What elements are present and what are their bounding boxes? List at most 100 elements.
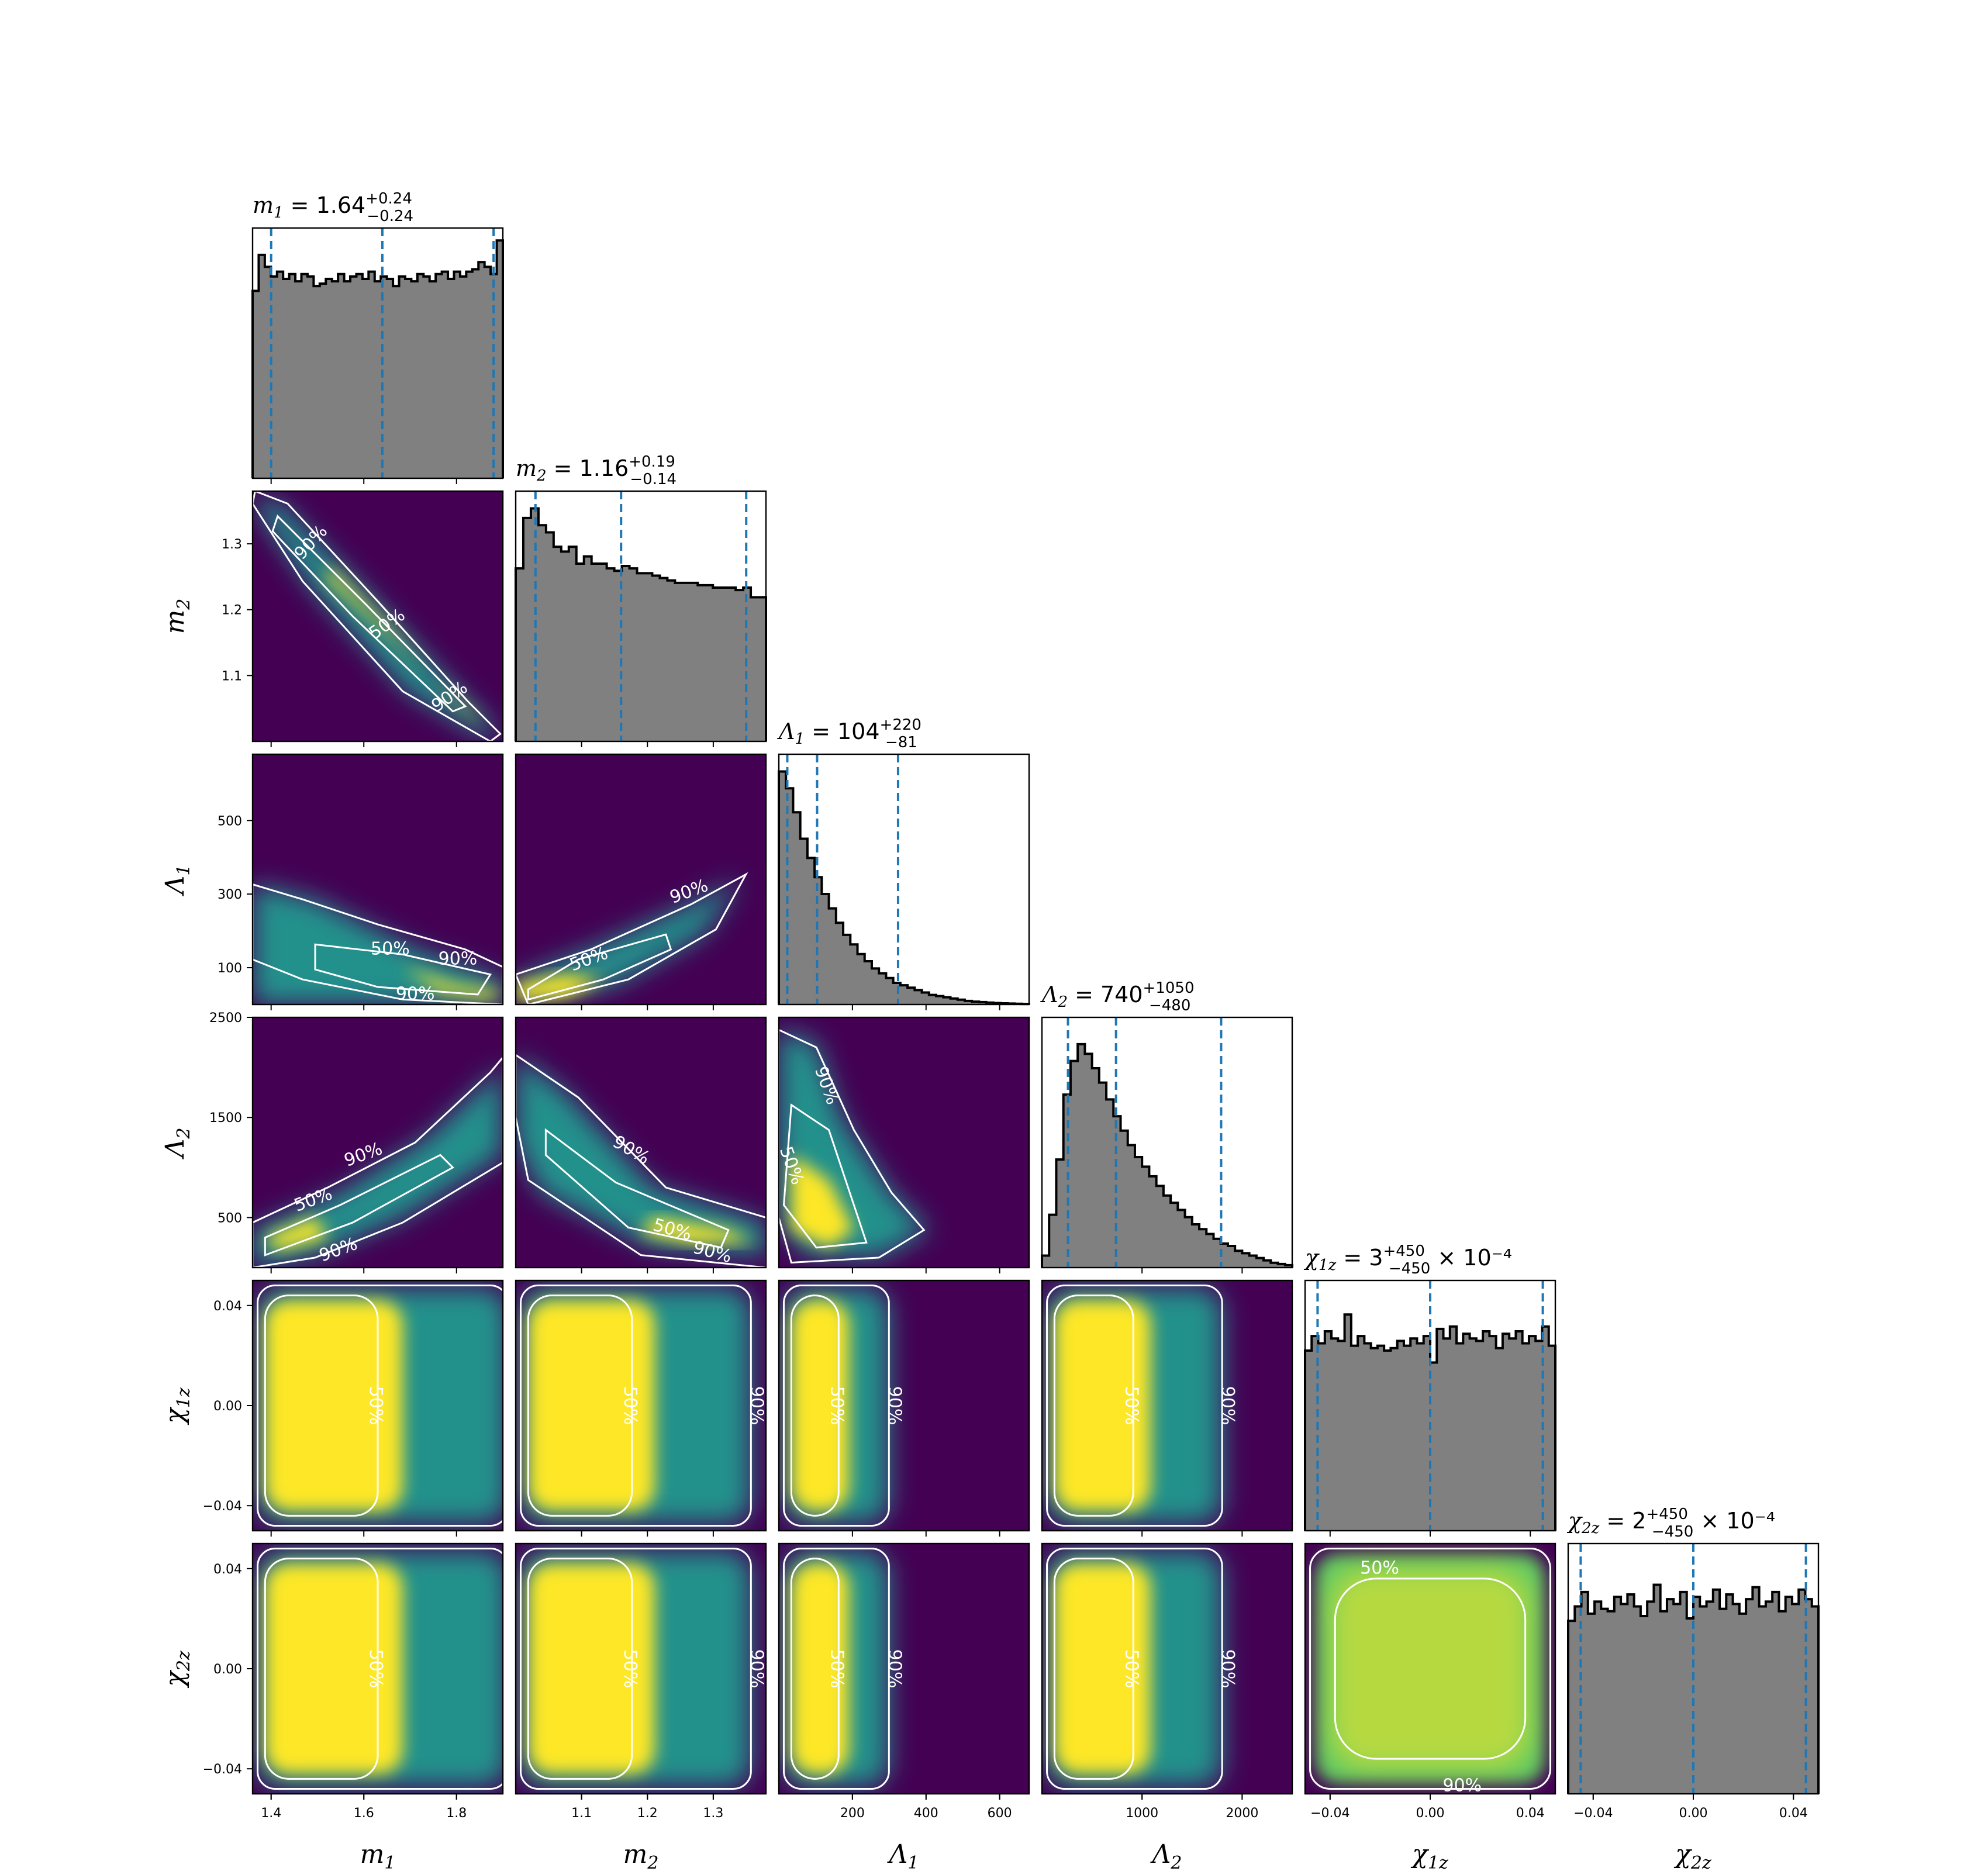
y-tick-label: 100	[218, 961, 242, 976]
contour-90	[253, 491, 502, 741]
histogram-bar	[584, 556, 592, 741]
contour-90	[257, 1285, 503, 1527]
y-tick-label: 0.04	[213, 1299, 242, 1314]
x-axis-label-L1: Λ1	[887, 1839, 919, 1871]
histogram-bar	[1792, 1604, 1799, 1794]
histogram-bar	[1607, 1611, 1615, 1794]
histogram-bar	[1634, 1606, 1641, 1794]
histogram-bar	[1759, 1606, 1766, 1794]
histogram-bar	[751, 597, 759, 741]
histogram-bar	[950, 998, 958, 1004]
panel-frame	[251, 227, 504, 479]
histogram-bar	[295, 281, 302, 478]
histogram-title-chi2z: χ2z = 2+450 −450 × 10⁻⁴	[1566, 1506, 1775, 1541]
contour-90	[520, 1548, 752, 1790]
panel-frame	[515, 1542, 767, 1795]
histogram-bar	[344, 281, 351, 478]
contour-90	[516, 1054, 766, 1268]
histogram-bar	[1522, 1343, 1530, 1531]
histogram-bar	[907, 988, 915, 1004]
histogram-bar	[1693, 1597, 1700, 1794]
histogram-bar	[523, 517, 531, 741]
histogram-bar	[1746, 1599, 1753, 1794]
contour-50	[527, 933, 672, 1001]
histogram-bar	[622, 566, 630, 741]
histogram-bar	[1575, 1606, 1582, 1794]
histogram-bar	[1271, 1262, 1279, 1268]
histogram-bar	[307, 276, 314, 478]
x-tick-label: 1.1	[571, 1806, 592, 1821]
contour-label: 90%	[439, 949, 478, 969]
density-panel-chi1z-chi2z: 50% 90%	[1304, 1542, 1556, 1796]
y-axis-label-m2: m2	[160, 599, 194, 634]
histogram-chi2z	[1567, 1542, 1820, 1795]
histogram-bar	[957, 999, 965, 1004]
density-panel-m1-L2: 90%50%90%	[251, 1016, 504, 1269]
histogram-bar	[1142, 1166, 1150, 1268]
histogram-bar	[1660, 1611, 1668, 1794]
contour-label: 50%	[1121, 1649, 1141, 1689]
histogram-outline	[251, 239, 504, 478]
x-tick-label: −0.04	[1573, 1806, 1613, 1821]
histogram-bar	[836, 923, 844, 1004]
histogram-bar	[807, 858, 815, 1004]
panel-frame	[778, 1016, 1030, 1269]
histogram-bar	[921, 992, 930, 1004]
contour-label: 90%	[1217, 1386, 1238, 1425]
histogram-bar	[1249, 1255, 1257, 1268]
histogram-bar	[850, 944, 858, 1004]
histogram-bar	[1765, 1601, 1773, 1794]
histogram-title-m1: m1 = 1.64+0.24 −0.24	[253, 190, 413, 225]
histogram-bar	[313, 286, 320, 478]
panel-frame	[515, 1016, 767, 1269]
histogram-bar	[393, 286, 400, 478]
histogram-bar	[1700, 1606, 1707, 1794]
histogram-bar	[1720, 1608, 1727, 1794]
contour-label: 90%	[1442, 1776, 1482, 1796]
contour-90	[253, 1056, 503, 1268]
histogram-bar	[936, 996, 944, 1004]
histogram-bar	[1811, 1606, 1819, 1794]
histogram-m1	[251, 227, 504, 479]
x-tick-label: 1.2	[637, 1806, 658, 1821]
histogram-bar	[1463, 1334, 1471, 1531]
histogram-bar	[1256, 1258, 1264, 1268]
histogram-bar	[338, 274, 345, 478]
y-tick-label: 1500	[209, 1111, 242, 1126]
histogram-bar	[886, 978, 894, 1004]
histogram-bar	[758, 597, 767, 741]
histogram-bar	[1772, 1592, 1780, 1794]
histogram-bar	[972, 1002, 979, 1004]
contour-label: 90%	[884, 1386, 905, 1425]
histogram-bar	[1227, 1246, 1235, 1268]
histogram-bar	[1417, 1343, 1424, 1531]
histogram-title-L2: Λ2 = 740+1050 −480	[1040, 979, 1194, 1014]
histogram-bar	[1548, 1345, 1556, 1531]
histogram-bar	[326, 278, 333, 478]
histogram-bar	[538, 525, 547, 741]
density-peak	[528, 1563, 655, 1774]
histogram-bar	[1627, 1594, 1635, 1794]
histogram-bar	[1127, 1145, 1135, 1268]
histogram-bar	[1496, 1348, 1503, 1531]
histogram-bar	[561, 551, 570, 741]
histogram-bar	[779, 771, 786, 1004]
contour-50	[264, 1558, 379, 1780]
histogram-bar	[793, 812, 801, 1004]
contour-50	[271, 515, 467, 713]
y-axis-label-chi2z: χ2z	[160, 1651, 194, 1689]
contour-50	[314, 943, 492, 996]
density-panel-L1-chi1z: 50% 90%	[778, 1279, 1030, 1532]
histogram-bar	[1686, 1618, 1694, 1794]
y-tick-label: 0.00	[213, 1662, 242, 1677]
histogram-bar	[472, 269, 479, 478]
panel-frame	[515, 490, 767, 743]
histogram-outline	[1041, 1042, 1293, 1268]
histogram-bar	[1423, 1336, 1431, 1531]
histogram-L1	[778, 753, 1030, 1006]
histogram-bar	[629, 568, 638, 741]
density-peak	[791, 1155, 854, 1248]
y-tick-label: 500	[218, 814, 242, 829]
histogram-bar	[399, 276, 406, 478]
density-panel-m1-m2: 90%50%90%	[251, 490, 504, 743]
